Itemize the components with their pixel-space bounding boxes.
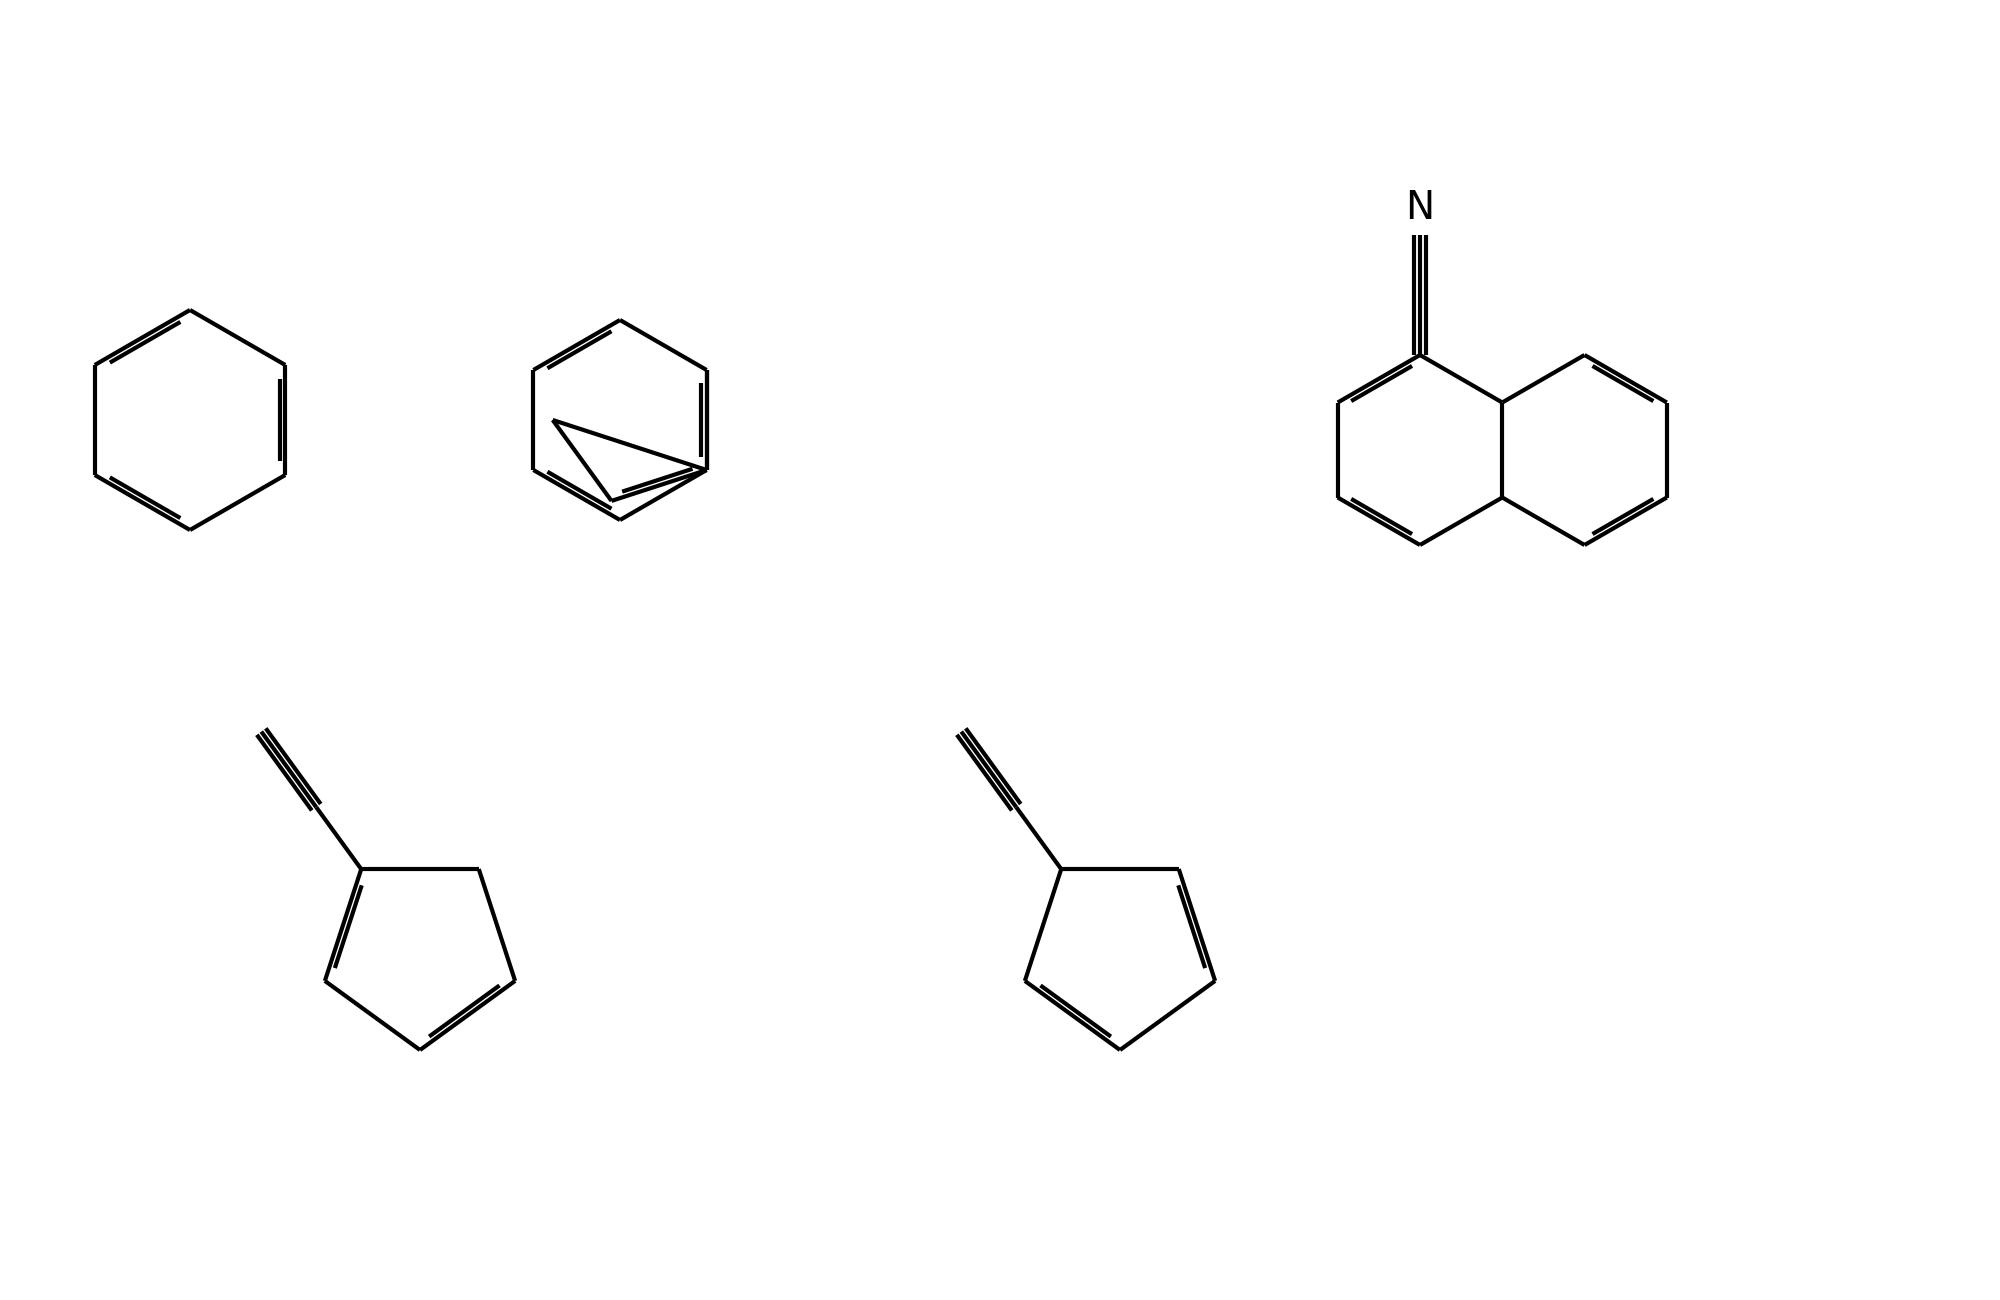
Text: N: N (1406, 188, 1434, 228)
